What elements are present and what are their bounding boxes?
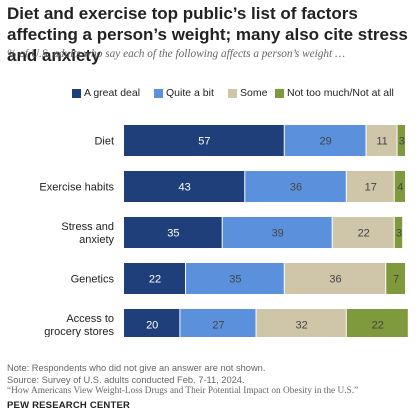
pew-brand: PEW RESEARCH CENTER (7, 400, 131, 411)
bar-quite-bit-genetics (186, 263, 284, 294)
bar-some-genetics (284, 263, 386, 294)
value-label-great-deal-genetics: 22 (149, 274, 161, 286)
stacked-bar-chart: Diet 57 29 11 3 Exercise habits 43 36 17 4 Stress … (39, 125, 408, 337)
bar-quite-bit-stress-and-anxiety (222, 217, 332, 248)
chart-subtitle: % of U.S. adults who say each of the fol… (7, 48, 346, 60)
value-label-some-genetics: 36 (329, 274, 341, 286)
legend-label-great-deal: A great deal (84, 87, 141, 99)
report-title: “How Americans View Weight-Loss Drugs an… (7, 386, 359, 396)
bar-great-deal-diet (124, 125, 284, 156)
value-label-some-exercise-habits: 17 (365, 182, 377, 194)
bar-not-much-diet (397, 125, 405, 156)
value-label-quite-bit-diet: 29 (320, 136, 332, 148)
bar-some-access-to-grocery-stores (256, 309, 346, 337)
source-text: Source: Survey of U.S. adults conducted … (7, 374, 245, 385)
bar-quite-bit-exercise-habits (245, 171, 346, 202)
value-label-not-much-exercise-habits: 4 (397, 182, 403, 194)
bar-great-deal-access-to-grocery-stores (124, 309, 180, 337)
category-label-access-to-grocery-stores: Access to grocery stores (44, 313, 114, 337)
value-label-some-stress-and-anxiety: 22 (358, 228, 370, 240)
chart-title: Diet and exercise top public’s list of f… (7, 4, 408, 65)
category-label-diet: Diet (94, 136, 114, 148)
bar-not-much-stress-and-anxiety (394, 217, 403, 248)
bar-great-deal-stress-and-anxiety (124, 217, 222, 248)
bar-not-much-exercise-habits (394, 171, 405, 202)
value-label-not-much-stress-and-anxiety: 3 (396, 228, 402, 240)
bar-great-deal-exercise-habits (124, 171, 245, 202)
bar-some-diet (366, 125, 397, 156)
category-label-stress-and-anxiety: Stress and anxiety (61, 221, 114, 246)
chart-notes: Note: Respondents who did not give an an… (7, 363, 417, 398)
value-label-quite-bit-stress-and-anxiety: 39 (272, 228, 284, 240)
bar-some-stress-and-anxiety (332, 217, 394, 248)
legend-item-quite-bit: Quite a bit (154, 87, 214, 99)
legend-item-great-deal: A great deal (72, 87, 140, 99)
bar-great-deal-genetics (124, 263, 186, 294)
legend-label-not-much: Not too much/Not at all (287, 87, 394, 99)
value-label-great-deal-exercise-habits: 43 (179, 182, 191, 194)
value-label-not-much-diet: 3 (399, 136, 405, 148)
category-label-exercise-habits: Exercise habits (39, 182, 114, 194)
legend-label-some: Some (240, 87, 268, 99)
legend-swatch-quite-bit (154, 88, 163, 98)
value-label-not-much-genetics: 7 (393, 274, 399, 286)
chart-legend: A great deal Quite a bit Some Not too mu… (0, 87, 420, 103)
note-text: Note: Respondents who did not give an an… (7, 363, 266, 373)
category-label-genetics: Genetics (71, 274, 115, 286)
value-label-some-access-to-grocery-stores: 32 (296, 320, 308, 332)
legend-item-some: Some (228, 87, 267, 99)
bar-some-exercise-habits (346, 171, 394, 202)
value-label-great-deal-access-to-grocery-stores: 20 (146, 320, 158, 332)
value-label-not-much-access-to-grocery-stores: 22 (372, 320, 384, 332)
legend-label-quite-bit: Quite a bit (166, 87, 214, 99)
value-label-quite-bit-genetics: 35 (229, 274, 241, 286)
legend-item-not-much: Not too much/Not at all (275, 87, 394, 99)
bar-quite-bit-access-to-grocery-stores (180, 309, 256, 337)
value-label-great-deal-stress-and-anxiety: 35 (167, 228, 179, 240)
bar-not-much-genetics (386, 263, 405, 294)
value-label-quite-bit-access-to-grocery-stores: 27 (212, 320, 224, 332)
value-label-great-deal-diet: 57 (198, 136, 210, 148)
bar-quite-bit-diet (284, 125, 366, 156)
legend-swatch-great-deal (72, 88, 81, 98)
bar-not-much-access-to-grocery-stores (346, 309, 408, 337)
value-label-quite-bit-exercise-habits: 36 (290, 182, 302, 194)
value-label-some-diet: 11 (376, 136, 387, 148)
legend-swatch-some (228, 88, 237, 98)
legend-swatch-not-much (275, 88, 284, 98)
